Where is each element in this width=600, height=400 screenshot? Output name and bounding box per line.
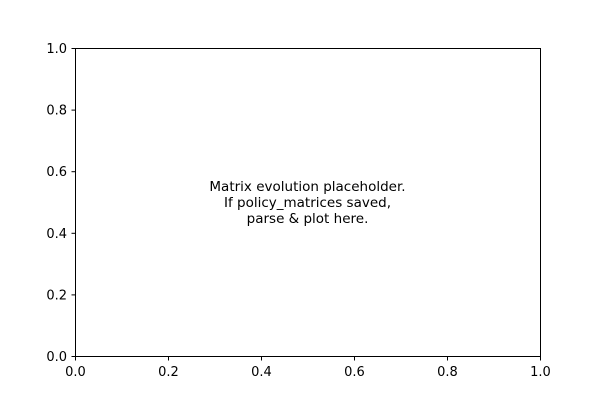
annotation-line: If policy_matrices saved, (224, 195, 391, 211)
x-tick-label: 0.4 (251, 365, 272, 380)
annotation-layer: Matrix evolution placeholder.If policy_m… (209, 179, 405, 227)
x-tick-label: 1.0 (530, 365, 551, 380)
axes-frame (75, 48, 541, 357)
annotation-line: parse & plot here. (247, 211, 369, 227)
y-tick-label: 0.0 (46, 350, 67, 365)
x-tick-label: 0.0 (65, 365, 86, 380)
ticks-layer: 0.0 0.2 0.4 0.6 0.8 1.0 0.0 0.2 0.4 0.6 0.8 1.0 (46, 42, 551, 380)
y-tick-label: 0.6 (46, 165, 67, 180)
x-tick-label: 0.8 (437, 365, 458, 380)
y-tick-label: 0.8 (46, 104, 67, 119)
x-tick-label: 0.6 (344, 365, 365, 380)
y-tick-label: 0.4 (46, 227, 67, 242)
x-tick-label: 0.2 (158, 365, 179, 380)
y-tick-label: 0.2 (46, 288, 67, 303)
y-tick-label: 1.0 (46, 42, 67, 57)
annotation-line: Matrix evolution placeholder. (209, 179, 405, 195)
